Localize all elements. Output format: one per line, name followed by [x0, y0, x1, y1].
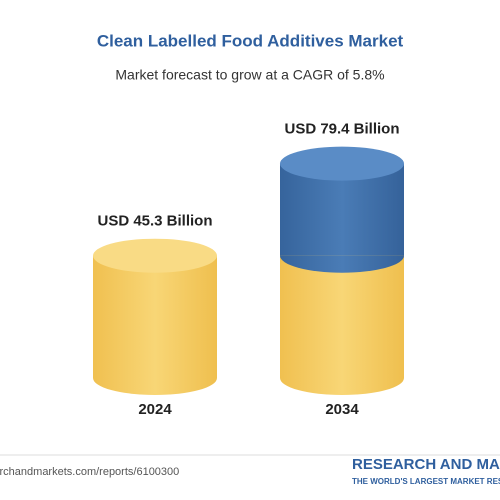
- cylinder-growth: [280, 163, 404, 273]
- cylinder-seam: [280, 255, 404, 273]
- logo-tagline: THE WORLD'S LARGEST MARKET RESEARCH STOR…: [352, 477, 500, 486]
- value-label: USD 45.3 Billion: [97, 213, 212, 230]
- cylinder-top: [93, 238, 217, 273]
- category-label: 2034: [325, 401, 359, 418]
- logo-name: RESEARCH AND MARKETS: [352, 456, 500, 473]
- bars: USD 45.3 Billion 2024 USD 79.4 Billion 2034: [93, 121, 404, 418]
- cylinder-base: [280, 255, 404, 395]
- chart-title: Clean Labelled Food Additives Market: [97, 31, 404, 50]
- value-label: USD 79.4 Billion: [284, 121, 399, 138]
- chart-subtitle: Market forecast to grow at a CAGR of 5.8…: [115, 67, 384, 83]
- cylinder-growth-top: [280, 146, 404, 181]
- cylinder: [93, 255, 217, 395]
- source-text: researchandmarkets.com/reports/6100300: [0, 466, 179, 478]
- category-label: 2024: [138, 401, 172, 418]
